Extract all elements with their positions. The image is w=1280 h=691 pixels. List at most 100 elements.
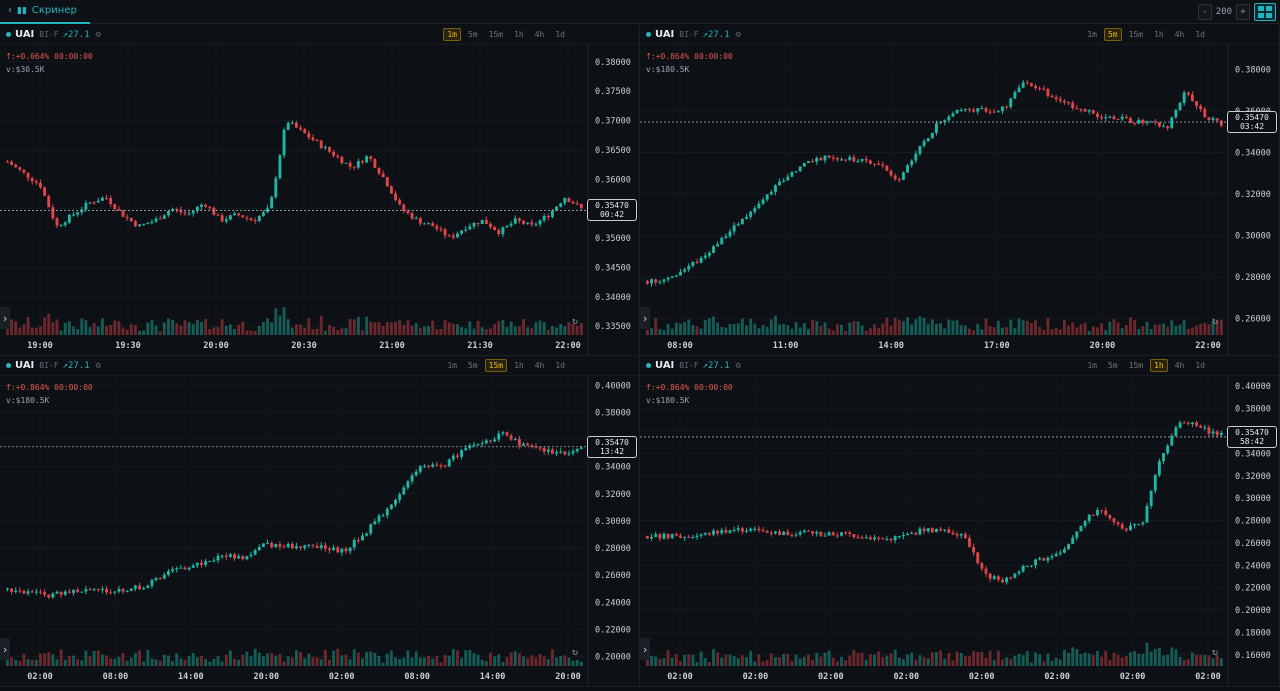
candle-body: [1071, 537, 1075, 545]
funding-rate: f:+0.864% 00:00:00: [646, 383, 733, 392]
candle-body: [1162, 452, 1165, 462]
timeframe-15m[interactable]: 15m: [1128, 30, 1144, 39]
volume-bar: [348, 659, 352, 666]
candle-body: [1133, 524, 1137, 526]
timeframe-1d[interactable]: 1d: [555, 361, 565, 370]
timeframe-4h[interactable]: 4h: [1174, 30, 1185, 39]
reset-chart-icon[interactable]: ↻: [1212, 647, 1219, 658]
expand-sidebar-button[interactable]: ›: [0, 638, 10, 660]
expand-sidebar-button[interactable]: ›: [640, 307, 650, 329]
timeframe-1h[interactable]: 1h: [514, 30, 524, 39]
volume-bar: [1104, 330, 1108, 335]
volume-bar: [831, 330, 835, 335]
candle-body: [526, 222, 530, 224]
symbol-label[interactable]: UAI: [655, 29, 675, 40]
volume-bar: [1108, 660, 1112, 666]
zoom-out-button[interactable]: -: [1197, 4, 1212, 20]
candle-body: [113, 591, 117, 593]
candle-body: [542, 447, 546, 452]
timeframe-15m[interactable]: 15m: [1128, 361, 1144, 370]
timeframe-1h[interactable]: 1h: [1150, 359, 1168, 372]
reset-chart-icon[interactable]: ↻: [572, 647, 579, 658]
timeframe-1m[interactable]: 1m: [1087, 30, 1097, 39]
timeframe-1h[interactable]: 1h: [514, 361, 524, 370]
symbol-label[interactable]: UAI: [15, 29, 35, 40]
current-price: 0.35470: [1235, 427, 1269, 437]
candle-body: [435, 464, 439, 466]
timeframe-4h[interactable]: 4h: [1174, 361, 1185, 370]
volume-bar: [142, 661, 146, 666]
candle-body: [63, 591, 67, 595]
candle-body: [67, 591, 71, 593]
candle-body: [303, 129, 307, 134]
volume-bar: [1005, 657, 1009, 666]
candle-body: [406, 481, 410, 488]
chart-panel[interactable]: UAI BI-F ↗27.1 ⚙ 1m 5m 15m 1h 4h 1d 0.40000 0.38000…: [640, 356, 1280, 687]
candle-body: [1042, 88, 1046, 90]
volume-bar: [253, 331, 257, 335]
volume-bar: [72, 326, 75, 335]
timeframe-5m[interactable]: 5m: [467, 30, 478, 39]
zoom-in-button[interactable]: +: [1236, 4, 1250, 20]
gear-icon[interactable]: ⚙: [735, 360, 742, 371]
timeframe-1m[interactable]: 1m: [1087, 361, 1097, 370]
volume-bar: [807, 654, 810, 666]
chart-panel[interactable]: UAI BI-F ↗27.1 ⚙ 1m 5m 15m 1h 4h 1d 0.38000 0.37500…: [0, 25, 640, 356]
reset-chart-icon[interactable]: ↻: [572, 316, 579, 327]
chart-panel[interactable]: UAIBI-F↗27.1⚙1m5m15m1h4h1d0.380000.36000…: [640, 25, 1280, 356]
volume-bar: [204, 318, 208, 335]
candle-body: [724, 530, 728, 533]
timeframe-1h[interactable]: 1h: [1154, 30, 1164, 39]
candle-body: [129, 588, 133, 591]
volume-bar: [26, 658, 30, 666]
timeframe-5m[interactable]: 5m: [1103, 28, 1122, 41]
volume-bar: [299, 324, 303, 335]
candlestick-chart[interactable]: 0.380000.360000.340000.320000.300000.280…: [640, 45, 1280, 356]
candle-body: [538, 447, 542, 449]
volume-bar: [84, 650, 88, 666]
candle-body: [699, 534, 703, 536]
timeframe-5m[interactable]: 5m: [1107, 361, 1118, 370]
symbol-label[interactable]: UAI: [15, 360, 35, 371]
symbol-label[interactable]: UAI: [655, 360, 675, 371]
timeframe-4h[interactable]: 4h: [534, 361, 545, 370]
chart-panel[interactable]: UAI BI-F ↗27.1 ⚙ 1m 5m 15m 1h 4h 1d 0.40000 0.38000…: [0, 356, 640, 687]
candlestick-chart[interactable]: 0.400000.380000.360000.340000.320000.300…: [640, 376, 1280, 687]
timeframe-1d[interactable]: 1d: [1195, 361, 1205, 370]
volume-bar: [175, 653, 179, 666]
timeframe-5m[interactable]: 5m: [467, 361, 478, 370]
reset-chart-icon[interactable]: ↻: [1212, 316, 1219, 327]
volume-bar: [530, 328, 534, 335]
expand-sidebar-button[interactable]: ›: [640, 638, 650, 660]
candle-body: [1124, 116, 1128, 119]
timeframe-4h[interactable]: 4h: [534, 30, 545, 39]
volume-bar: [39, 326, 42, 335]
candle-body: [914, 532, 918, 535]
timeframe-1d[interactable]: 1d: [555, 30, 565, 39]
volume-bar: [67, 321, 71, 335]
gear-icon[interactable]: ⚙: [735, 29, 742, 40]
candle-body: [142, 588, 146, 590]
candle-body: [848, 532, 852, 535]
timeframe-1d[interactable]: 1d: [1195, 30, 1205, 39]
expand-sidebar-button[interactable]: ›: [0, 307, 10, 329]
back-to-screener-button[interactable]: ‹ ▮▮ Скринер: [0, 0, 90, 24]
candle-body: [216, 555, 220, 561]
volume-bar: [1162, 323, 1165, 335]
volume-bar: [323, 330, 327, 335]
candle-body: [299, 127, 303, 130]
timeframe-1m[interactable]: 1m: [443, 28, 461, 41]
gear-icon[interactable]: ⚙: [95, 360, 102, 371]
candlestick-chart[interactable]: 0.400000.380000.360000.340000.320000.300…: [0, 376, 640, 687]
timeframe-15m[interactable]: 15m: [484, 359, 508, 372]
volume-bar: [224, 325, 228, 335]
timeframe-1m[interactable]: 1m: [447, 361, 457, 370]
grid-layout-icon[interactable]: [1254, 3, 1276, 21]
volume-bar: [1021, 320, 1025, 335]
volume-bar: [1145, 642, 1149, 666]
candlestick-chart[interactable]: 0.380000.375000.370000.365000.360000.355…: [0, 45, 640, 356]
candle-body: [926, 138, 930, 142]
gear-icon[interactable]: ⚙: [95, 29, 102, 40]
timeframe-15m[interactable]: 15m: [488, 30, 504, 39]
candle-body: [418, 466, 422, 472]
